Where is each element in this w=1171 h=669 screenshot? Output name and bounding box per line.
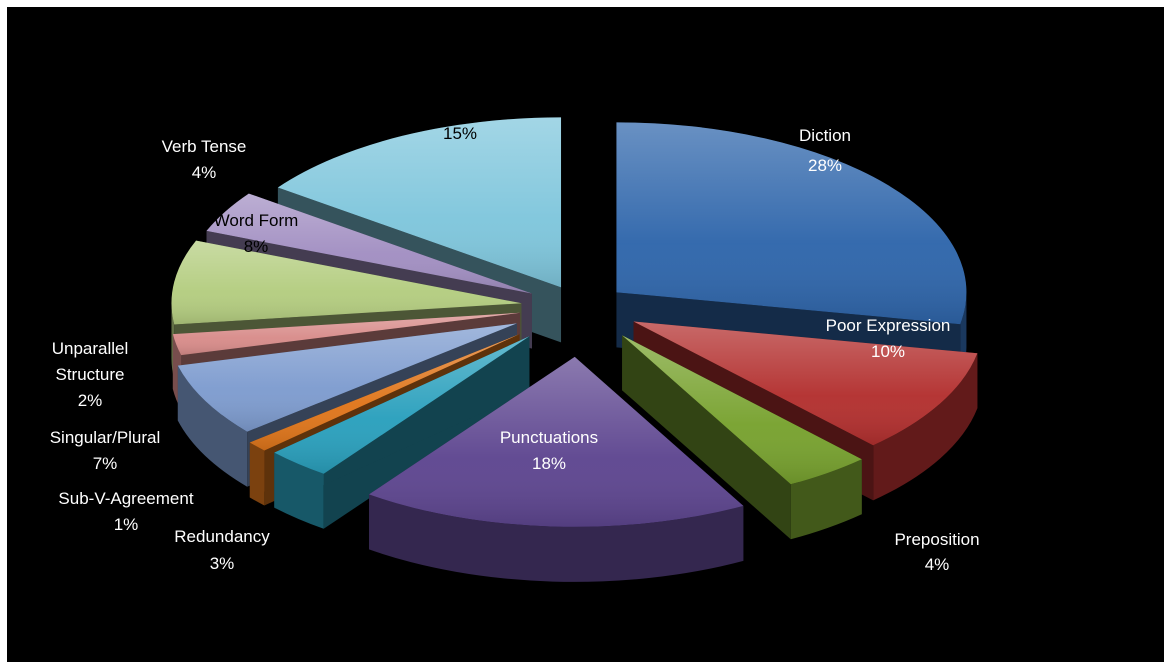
slice-sheen-1 — [633, 321, 978, 446]
data-label-value-9: 4% — [192, 163, 217, 182]
data-label-value-10: 15% — [443, 124, 477, 143]
data-label-name-8: Word Form — [214, 211, 299, 230]
data-label-name-2: Preposition — [894, 530, 979, 549]
slice-rim-6 — [177, 365, 248, 487]
slice-rim-5 — [249, 442, 265, 506]
slice-rim-1 — [873, 353, 978, 501]
slice-sheen-2 — [622, 335, 862, 485]
data-label-name-3: Punctuations — [500, 428, 598, 447]
data-label-name-cont-7: Structure — [56, 365, 125, 384]
data-label-name-6: Singular/Plural — [50, 428, 161, 447]
data-label-value-0: 28% — [808, 156, 842, 175]
data-label-name-0: Diction — [799, 126, 851, 145]
data-label-name-7: Unparallel — [52, 339, 129, 358]
slice-sheen-3 — [368, 356, 744, 527]
data-label-name-5: Sub-V-Agreement — [58, 489, 193, 508]
slice-sheen-8 — [171, 240, 522, 325]
slice-rim-4 — [274, 452, 324, 529]
data-label-name-9: Verb Tense — [162, 137, 247, 156]
data-label-value-4: 3% — [210, 554, 235, 573]
slice-sheen-6 — [177, 323, 517, 432]
slice-sheen-9 — [206, 193, 532, 294]
slice-rim-3 — [368, 494, 744, 582]
slice-sheen-5 — [249, 334, 520, 451]
data-label-value-1: 10% — [871, 342, 905, 361]
slice-sheen-7 — [172, 312, 521, 356]
data-label-name-1: Poor Expression — [826, 316, 951, 335]
slice-sheen-4 — [274, 336, 530, 474]
slice-sheen-10 — [277, 117, 562, 288]
slice-sheen-0 — [616, 122, 967, 325]
data-label-value-2: 4% — [925, 555, 950, 574]
slice-wall-2-1 — [622, 335, 791, 540]
data-label-value-3: 18% — [532, 454, 566, 473]
data-label-name-4: Redundancy — [174, 527, 270, 546]
data-label-value-5: 1% — [114, 515, 139, 534]
slice-wall-4-1 — [274, 336, 530, 508]
data-label-value-8: 8% — [244, 237, 269, 256]
data-label-value-7: 2% — [78, 391, 103, 410]
slice-rim-2 — [790, 459, 862, 540]
data-label-name-10: Others — [434, 98, 485, 117]
data-label-value-6: 7% — [93, 454, 118, 473]
pie-chart: Diction 28% Poor Expression 10% Preposition 4… — [50, 98, 980, 582]
chart-area: Diction 28% Poor Expression 10% Preposition 4… — [7, 7, 1164, 662]
